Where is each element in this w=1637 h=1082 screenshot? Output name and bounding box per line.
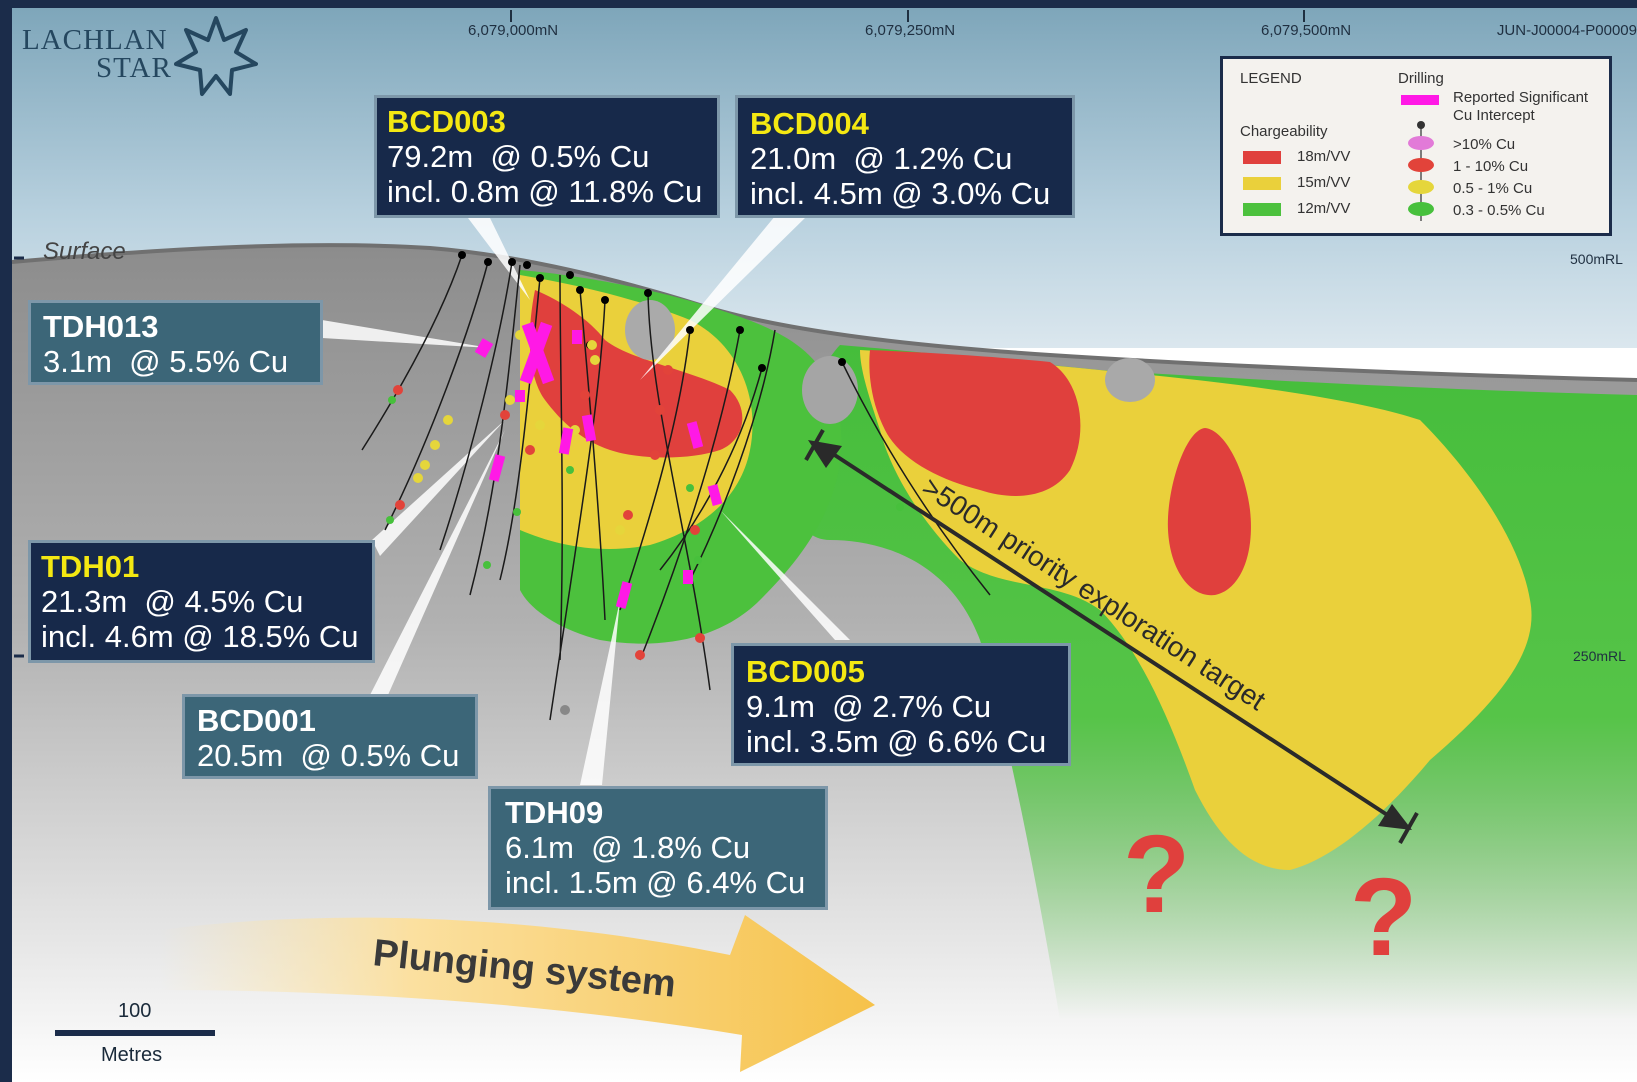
hole-id: BCD004: [750, 106, 869, 141]
intercept-line: incl. 0.8m @ 11.8% Cu: [387, 174, 703, 209]
legend-intercept-label-2: Cu Intercept: [1453, 107, 1535, 124]
top-border: [0, 0, 1637, 8]
left-border: [0, 0, 12, 1082]
drill-holes: [361, 254, 991, 721]
chargeability-model: [520, 270, 1637, 1020]
intercept-line: 79.2m @ 0.5% Cu: [387, 139, 650, 174]
logo-word-2: STAR: [96, 52, 172, 84]
legend-title: LEGEND: [1240, 70, 1302, 87]
intercept-box-tdh09: TDH09 6.1m @ 1.8% Cu incl. 1.5m @ 6.4% C…: [488, 786, 828, 910]
northing-tick: [1303, 10, 1305, 22]
chargeability-18-east: [869, 350, 1081, 496]
pointer-wedges: [322, 210, 850, 785]
significant-intercepts: [474, 321, 723, 609]
northing-label-1: 6,079,000mN: [468, 22, 559, 39]
grade-markers: [386, 330, 904, 715]
company-logo: LACHLAN STAR: [22, 24, 172, 84]
legend-swatch-12: [1243, 203, 1281, 216]
question-mark-2: ?: [1350, 856, 1417, 979]
legend-grade-3: 0.5 - 1% Cu: [1453, 180, 1533, 197]
intercept-box-tdh01: TDH01 21.3m @ 4.5% Cu incl. 4.6m @ 18.5%…: [28, 540, 375, 663]
legend-grade-icons: [1408, 121, 1434, 221]
northing-label-2: 6,079,250mN: [865, 22, 956, 39]
chargeability-18-lobe: [1167, 428, 1251, 596]
legend-charge-15: 15m/VV: [1297, 174, 1351, 191]
intercept-line: incl. 1.5m @ 6.4% Cu: [505, 865, 806, 900]
intercept-line: incl. 4.5m @ 3.0% Cu: [750, 176, 1051, 211]
hole-id: BCD001: [197, 703, 316, 738]
legend-charge-18: 18m/VV: [1297, 148, 1351, 165]
intercept-box-bcd005: BCD005 9.1m @ 2.7% Cu incl. 3.5m @ 6.6% …: [731, 643, 1071, 766]
chargeability-18-west: [529, 290, 743, 458]
intercept-box-bcd001: BCD001 20.5m @ 0.5% Cu: [182, 694, 478, 779]
hole-id: TDH01: [41, 549, 140, 584]
model-void: [1105, 358, 1155, 402]
intercept-line: 20.5m @ 0.5% Cu: [197, 738, 460, 773]
hole-id: TDH09: [505, 795, 604, 830]
priority-target-arrow: [804, 429, 1419, 844]
project-code: JUN-J00004-P00009: [1496, 22, 1637, 39]
intercept-line: 21.3m @ 4.5% Cu: [41, 584, 304, 619]
intercept-box-bcd004: BCD004 21.0m @ 1.2% Cu incl. 4.5m @ 3.0%…: [735, 95, 1075, 218]
logo-word-1: LACHLAN: [22, 24, 168, 56]
northing-tick: [510, 10, 512, 22]
legend-grade-4: 0.3 - 0.5% Cu: [1453, 202, 1545, 219]
intercept-line: 9.1m @ 2.7% Cu: [746, 689, 992, 724]
hole-id: TDH013: [43, 309, 159, 344]
northing-label-3: 6,079,500mN: [1261, 22, 1352, 39]
legend-panel: LEGEND Drilling Chargeability 18m/VV 15m…: [1220, 56, 1612, 236]
intercept-box-bcd003: BCD003 79.2m @ 0.5% Cu incl. 0.8m @ 11.8…: [374, 95, 720, 218]
question-mark-1: ?: [1123, 813, 1190, 936]
intercept-line: incl. 4.6m @ 18.5% Cu: [41, 619, 359, 654]
legend-chargeability-title: Chargeability: [1240, 123, 1328, 140]
northing-tick: [907, 10, 909, 22]
intercept-line: 3.1m @ 5.5% Cu: [43, 344, 289, 379]
legend-swatch-18: [1243, 151, 1281, 164]
legend-intercept-label-1: Reported Significant: [1453, 89, 1589, 106]
model-void: [802, 356, 858, 424]
legend-intercept-swatch: [1401, 95, 1439, 105]
legend-swatch-15: [1243, 177, 1281, 190]
intercept-box-tdh013: TDH013 3.1m @ 5.5% Cu: [28, 300, 323, 385]
surface-label: Surface: [43, 238, 126, 265]
hole-id: BCD005: [746, 654, 865, 689]
intercept-line: incl. 3.5m @ 6.6% Cu: [746, 724, 1047, 759]
star-logo-icon: [174, 16, 258, 96]
legend-drilling-title: Drilling: [1398, 70, 1444, 87]
plunging-system-arrow: [160, 915, 875, 1072]
elevation-label-500: 500mRL: [1570, 251, 1623, 267]
legend-grade-2: 1 - 10% Cu: [1453, 158, 1529, 175]
scale-value: 100: [118, 1000, 152, 1022]
scale-bar: [55, 1030, 215, 1036]
intercept-line: 6.1m @ 1.8% Cu: [505, 830, 751, 865]
legend-charge-12: 12m/VV: [1297, 200, 1351, 217]
hole-id: BCD003: [387, 104, 506, 139]
scale-unit: Metres: [101, 1044, 163, 1066]
legend-grade-1: >10% Cu: [1453, 136, 1516, 153]
intercept-line: 21.0m @ 1.2% Cu: [750, 141, 1013, 176]
elevation-label-250: 250mRL: [1573, 648, 1626, 664]
